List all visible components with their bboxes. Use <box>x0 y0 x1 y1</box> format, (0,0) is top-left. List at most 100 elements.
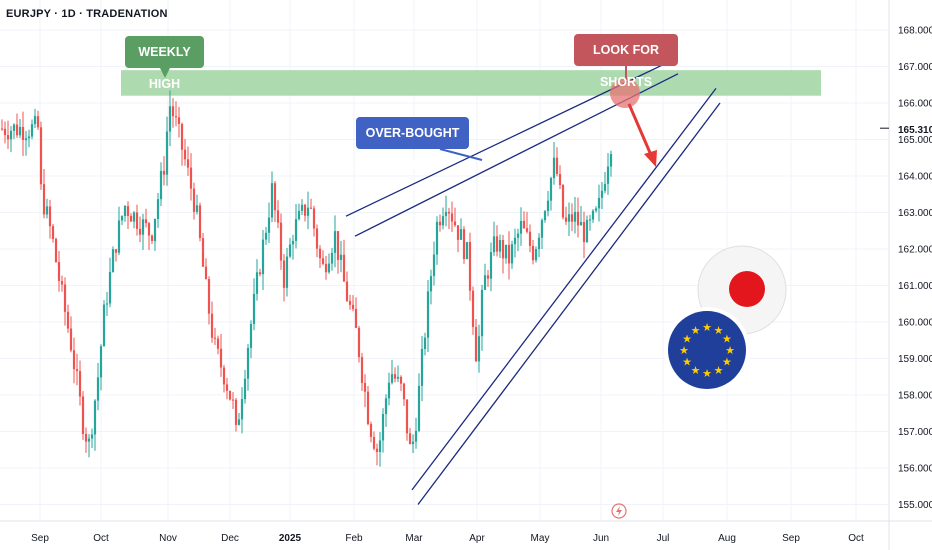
eu-star: ★ <box>714 364 724 377</box>
candle-body <box>381 414 385 441</box>
candle-body <box>423 337 427 349</box>
eu-star: ★ <box>722 333 732 346</box>
candle-body <box>102 304 106 347</box>
overbought-zone-label: OVER-BOUGHT ZONE <box>356 117 469 172</box>
candle-body <box>21 127 25 141</box>
candlestick-series <box>0 90 613 467</box>
candle-body <box>132 212 136 222</box>
candle-body <box>186 159 190 168</box>
candle-body <box>570 214 574 222</box>
candle-body <box>75 369 79 372</box>
shorts-circle-marker <box>610 78 640 108</box>
candle-body <box>555 157 559 174</box>
candle-body <box>162 170 166 175</box>
y-tick-label: 165.000 <box>898 135 932 146</box>
candle-body <box>171 106 175 117</box>
candle-body <box>339 254 343 260</box>
resistance-zone <box>121 70 821 96</box>
eu-star: ★ <box>691 324 701 337</box>
candle-body <box>189 167 193 189</box>
candle-body <box>477 336 481 362</box>
x-tick-label: Oct <box>848 533 864 544</box>
candle-body <box>603 183 607 191</box>
candle-body <box>213 337 217 339</box>
y-tick-label: 161.000 <box>898 281 932 292</box>
candle-body <box>318 248 322 259</box>
candle-body <box>408 433 412 445</box>
candle-body <box>468 242 472 291</box>
candle-body <box>90 434 94 439</box>
candle-body <box>591 210 595 220</box>
candle-body <box>510 244 514 264</box>
candle-body <box>255 272 259 294</box>
candle-body <box>144 219 148 224</box>
y-tick-label: 163.000 <box>898 208 932 219</box>
candle-body <box>60 280 64 285</box>
candle-body <box>261 239 265 275</box>
candle-body <box>324 263 328 273</box>
x-tick-label: Dec <box>221 533 239 544</box>
candle-body <box>363 382 367 392</box>
candle-body <box>141 219 145 235</box>
candle-body <box>48 206 52 227</box>
candle-body <box>258 272 262 275</box>
x-tick-label: Sep <box>31 533 49 544</box>
candle-body <box>378 440 382 452</box>
candle-body <box>354 308 358 328</box>
candle-body <box>159 170 163 200</box>
candle-body <box>252 293 256 325</box>
candle-body <box>489 252 493 279</box>
candle-body <box>33 116 37 125</box>
candle-body <box>330 252 334 264</box>
candle-body <box>438 221 442 226</box>
candle-body <box>15 124 19 136</box>
chart-title: EURJPY · 1D · TRADENATION <box>6 8 168 20</box>
candle-body <box>243 378 247 400</box>
candle-body <box>351 304 355 309</box>
candle-body <box>123 206 127 217</box>
candle-body <box>522 220 526 229</box>
candle-body <box>498 240 502 252</box>
candle-body <box>588 219 592 221</box>
candle-body <box>201 238 205 267</box>
candle-body <box>519 220 523 234</box>
candle-body <box>183 149 187 160</box>
candle-body <box>246 347 250 379</box>
x-tick-label: May <box>531 533 550 544</box>
eu-star: ★ <box>679 344 689 357</box>
down-arrow-head <box>644 150 657 167</box>
candle-body <box>387 382 391 399</box>
candle-body <box>372 436 376 449</box>
candle-body <box>264 232 268 240</box>
overbought-pointer <box>439 148 483 161</box>
eu-flag-disc <box>668 311 746 389</box>
japan-flag-sun <box>729 271 765 307</box>
eu-star: ★ <box>702 321 712 334</box>
candle-body <box>441 216 445 226</box>
candle-body <box>459 229 463 240</box>
candle-body <box>390 374 394 383</box>
look-for-shorts-text: LOOK FOR SHORTS <box>593 43 659 89</box>
candle-body <box>249 324 253 348</box>
lightning-icon <box>611 503 627 519</box>
candle-body <box>531 245 535 261</box>
candle-body <box>447 211 451 214</box>
x-tick-label: Jul <box>657 533 670 544</box>
candle-body <box>417 385 421 431</box>
candle-body <box>327 263 331 273</box>
y-tick-label: 164.000 <box>898 172 932 183</box>
candle-body <box>12 124 16 131</box>
candle-body <box>495 236 499 252</box>
candle-body <box>558 173 562 186</box>
eu-star: ★ <box>722 356 732 369</box>
lower-trendline-a <box>411 88 717 491</box>
candle-body <box>348 300 352 305</box>
y-tick-label: 155.000 <box>898 500 932 511</box>
candle-body <box>552 157 556 179</box>
candle-body <box>471 290 475 328</box>
y-tick-label: 157.000 <box>898 427 932 438</box>
candle-body <box>540 220 544 238</box>
candle-body <box>357 327 361 358</box>
candle-body <box>279 222 283 261</box>
